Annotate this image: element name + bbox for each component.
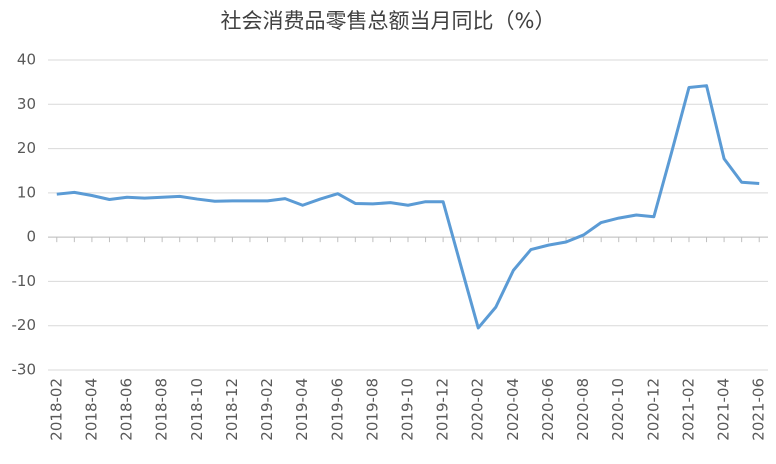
x-tick-label: 2020-06 bbox=[539, 378, 557, 441]
y-tick-label: 40 bbox=[17, 51, 36, 69]
x-tick-label: 2019-02 bbox=[258, 378, 276, 441]
y-tick-label: -30 bbox=[12, 361, 37, 379]
x-tick-label: 2020-10 bbox=[609, 378, 627, 441]
y-tick-label: 30 bbox=[17, 95, 36, 113]
x-tick-label: 2019-12 bbox=[434, 378, 452, 441]
x-tick-label: 2018-08 bbox=[153, 378, 171, 441]
x-tick-label: 2018-02 bbox=[47, 378, 65, 441]
y-tick-label: -10 bbox=[12, 272, 37, 290]
x-tick-label: 2020-08 bbox=[574, 378, 592, 441]
x-tick-label: 2019-04 bbox=[293, 378, 311, 441]
x-tick-label: 2021-06 bbox=[750, 378, 768, 441]
x-tick-label: 2021-04 bbox=[715, 378, 733, 441]
x-tick-label: 2021-02 bbox=[679, 378, 697, 441]
chart-title: 社会消费品零售总额当月同比（%） bbox=[221, 9, 556, 33]
y-tick-label: -20 bbox=[12, 316, 37, 334]
x-tick-label: 2020-02 bbox=[469, 378, 487, 441]
x-tick-label: 2019-06 bbox=[328, 378, 346, 441]
y-tick-label: 20 bbox=[17, 139, 36, 157]
x-tick-label: 2018-06 bbox=[118, 378, 136, 441]
x-tick-label: 2018-10 bbox=[188, 378, 206, 441]
x-tick-label: 2018-04 bbox=[82, 378, 100, 441]
y-tick-label: 10 bbox=[17, 183, 36, 201]
x-tick-label: 2019-08 bbox=[363, 378, 381, 441]
x-tick-label: 2018-12 bbox=[223, 378, 241, 441]
y-tick-label: 0 bbox=[26, 228, 36, 246]
line bbox=[56, 84, 760, 330]
x-tick-label: 2020-04 bbox=[504, 378, 522, 441]
x-tick-label: 2019-10 bbox=[399, 378, 417, 441]
x-tick-label: 2020-12 bbox=[644, 378, 662, 441]
